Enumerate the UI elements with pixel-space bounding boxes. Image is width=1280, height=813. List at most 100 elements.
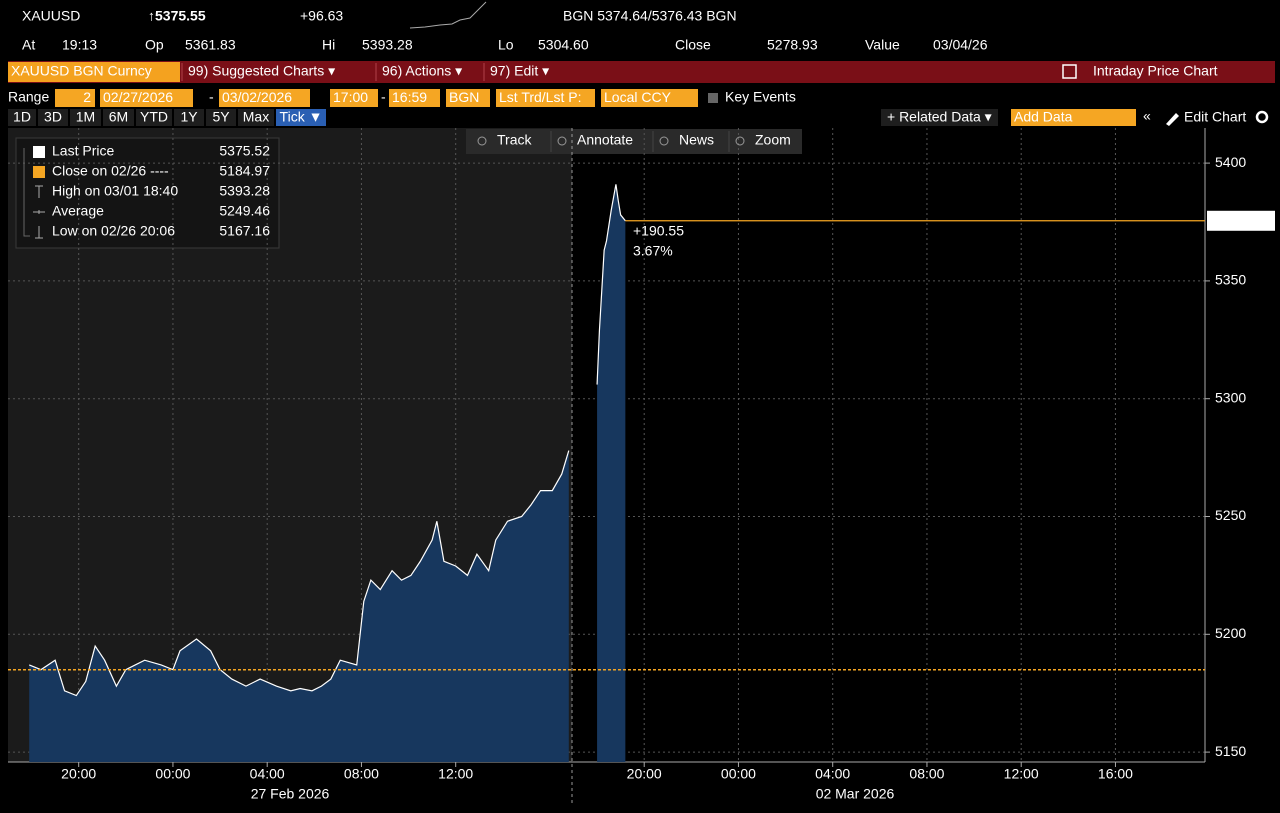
stat-value: 5304.60	[538, 37, 589, 53]
range-label: Range	[8, 89, 49, 105]
last-price-label: 5375.52	[1211, 212, 1262, 228]
range-time-start[interactable]: 17:00	[333, 89, 368, 105]
period-label[interactable]: 1Y	[180, 109, 198, 125]
period-label[interactable]: 5Y	[212, 109, 230, 125]
tool-icon	[477, 136, 487, 146]
input-box[interactable]	[601, 89, 698, 107]
y-tick-label: 5250	[1215, 507, 1246, 523]
period-button[interactable]	[206, 109, 236, 126]
stat-value: 5393.28	[362, 37, 413, 53]
period-label[interactable]: 6M	[109, 109, 128, 125]
stat-label: Close	[675, 37, 711, 53]
security[interactable]: XAUUSD BGN Curncy	[11, 63, 152, 79]
period-button[interactable]	[8, 109, 36, 126]
x-tick-label: 08:00	[344, 766, 379, 782]
tool-label[interactable]: Track	[497, 132, 532, 148]
period-button[interactable]	[174, 109, 204, 126]
tool-label[interactable]: News	[679, 132, 714, 148]
stat-value: 03/04/26	[933, 37, 988, 53]
legend-icon	[35, 226, 43, 239]
tool-label[interactable]: Annotate	[577, 132, 633, 148]
input-box[interactable]	[496, 89, 595, 107]
last-price-tag	[1207, 210, 1275, 231]
popout-icon	[1062, 64, 1077, 79]
period-button[interactable]	[38, 109, 68, 126]
range-field[interactable]: Lst Trd/Lst P:	[499, 89, 581, 105]
period-label[interactable]: Max	[243, 109, 269, 125]
input-box[interactable]	[55, 89, 95, 107]
price-area	[29, 184, 626, 762]
x-tick-label: 08:00	[909, 766, 944, 782]
menu-item[interactable]: 97) Edit ▾	[490, 63, 549, 79]
period-label[interactable]: Tick ▼	[280, 109, 323, 125]
range-end[interactable]: 03/02/2026	[222, 89, 292, 105]
stat-value: 5278.93	[767, 37, 818, 53]
tool-label[interactable]: Zoom	[755, 132, 791, 148]
tool-icon	[557, 136, 567, 146]
change: +96.63	[300, 8, 343, 24]
menu-item[interactable]: 96) Actions ▾	[382, 63, 462, 79]
input-box[interactable]	[446, 89, 490, 107]
input-box[interactable]	[330, 89, 378, 107]
stat-label: Op	[145, 37, 164, 53]
period-button[interactable]	[103, 109, 134, 126]
period-button[interactable]	[238, 109, 274, 126]
input-box[interactable]	[389, 89, 440, 107]
add-data[interactable]: Add Data	[1014, 109, 1073, 125]
input-box[interactable]	[219, 89, 310, 107]
y-tick-label: 5400	[1215, 154, 1246, 170]
period-label[interactable]: 3D	[44, 109, 62, 125]
stat-label: Lo	[498, 37, 514, 53]
edit-chart[interactable]: Edit Chart	[1184, 109, 1246, 125]
period-button[interactable]	[276, 109, 326, 126]
legend-swatch	[33, 146, 45, 158]
legend-value: 5393.28	[219, 183, 270, 199]
x-tick-label: 04:00	[250, 766, 285, 782]
legend-value: 5249.46	[219, 203, 270, 219]
menu-item[interactable]: 99) Suggested Charts ▾	[188, 63, 335, 79]
symbol: XAUUSD	[22, 8, 80, 24]
stat-label: At	[22, 37, 35, 53]
settings-icon[interactable]	[1255, 110, 1269, 124]
x-tick-label: 00:00	[155, 766, 190, 782]
checkbox[interactable]	[708, 93, 718, 103]
date-label: 27 Feb 2026	[251, 786, 330, 802]
related-button[interactable]	[881, 109, 998, 126]
y-tick-label: 5200	[1215, 625, 1246, 641]
legend-value: 5167.16	[219, 223, 270, 239]
period-button[interactable]	[136, 109, 172, 126]
x-tick-label: 20:00	[627, 766, 662, 782]
legend-tree	[23, 148, 30, 237]
legend-icon	[33, 210, 45, 214]
legend-name: Average	[52, 203, 104, 219]
range-time-end[interactable]: 16:59	[392, 89, 427, 105]
input-box[interactable]	[100, 89, 193, 107]
x-tick-label: 12:00	[1004, 766, 1039, 782]
period-button[interactable]	[70, 109, 101, 126]
legend-name: Close on 02/26 ----	[52, 163, 169, 179]
range-source[interactable]: BGN	[449, 89, 479, 105]
pencil-icon	[1166, 113, 1179, 126]
period-label[interactable]: YTD	[140, 109, 168, 125]
price-line	[28, 184, 626, 697]
x-tick-label: 12:00	[438, 766, 473, 782]
range-period[interactable]: 2	[83, 89, 91, 105]
range-currency[interactable]: Local CCY	[604, 89, 672, 105]
add-data-box[interactable]	[1011, 109, 1136, 126]
last-price: ↑5375.55	[148, 8, 206, 24]
related-data[interactable]: + Related Data ▾	[887, 109, 992, 125]
range-start[interactable]: 02/27/2026	[103, 89, 173, 105]
annotation-percent: 3.67%	[633, 243, 673, 259]
y-tick-label: 5350	[1215, 272, 1246, 288]
period-label[interactable]: 1M	[76, 109, 95, 125]
y-tick-label: 5300	[1215, 389, 1246, 405]
legend-name: High on 03/01 18:40	[52, 183, 178, 199]
legend-box	[15, 137, 280, 249]
chart-toolbar	[466, 129, 802, 154]
security-box[interactable]	[8, 62, 180, 82]
back-button[interactable]: «	[1143, 108, 1151, 124]
period-label[interactable]: 1D	[13, 109, 31, 125]
legend-value: 5375.52	[219, 143, 270, 159]
panel-title: Intraday Price Chart	[1093, 63, 1218, 79]
